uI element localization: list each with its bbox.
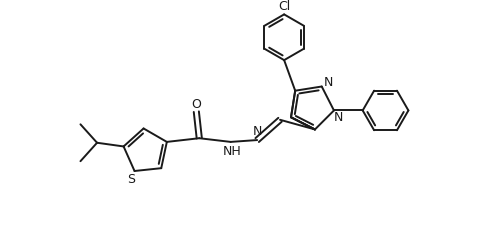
Text: S: S	[128, 173, 136, 186]
Text: N: N	[252, 125, 262, 138]
Text: O: O	[191, 98, 201, 111]
Text: N: N	[334, 111, 343, 123]
Text: NH: NH	[223, 145, 242, 158]
Text: Cl: Cl	[278, 0, 290, 13]
Text: N: N	[324, 75, 333, 89]
